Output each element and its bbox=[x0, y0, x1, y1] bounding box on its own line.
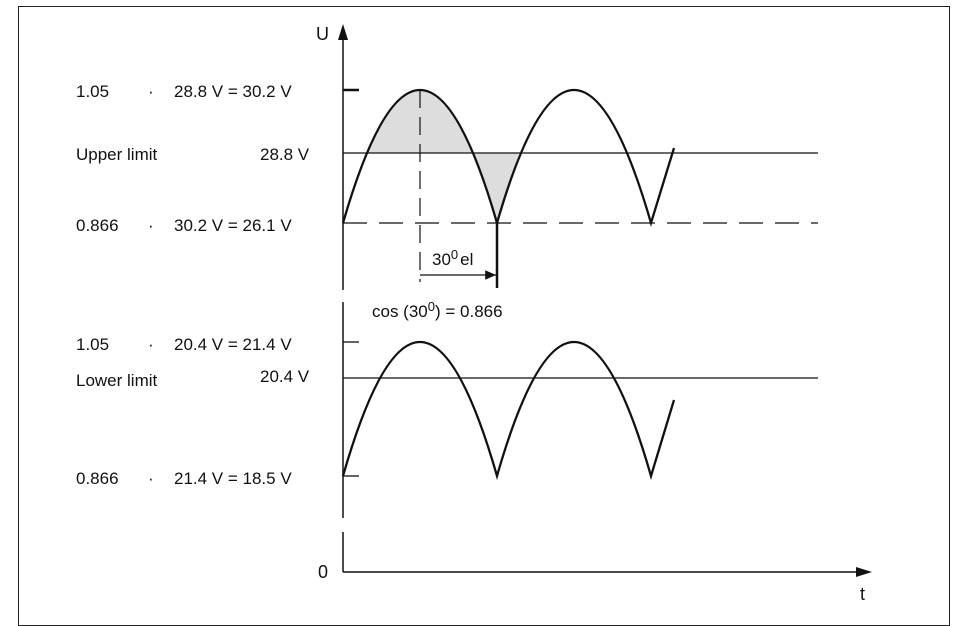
lower-trough-label-dot: · bbox=[148, 469, 154, 488]
lower-trough-label-rest: 21.4 V = 18.5 V bbox=[174, 469, 292, 488]
lower-peak-label-dot: · bbox=[148, 335, 154, 354]
y-axis-arrowhead bbox=[338, 24, 348, 40]
lower-trough-label-factor: 0.866 bbox=[76, 469, 119, 488]
upper-trough-label-dot: · bbox=[148, 216, 154, 235]
upper-peak-label-rest: 28.8 V = 30.2 V bbox=[174, 82, 292, 101]
lower-limit-value: 20.4 V bbox=[260, 367, 310, 386]
y-axis-label: U bbox=[316, 24, 329, 44]
upper-peak-label-factor: 1.05 bbox=[76, 82, 109, 101]
angle-label: 300 el bbox=[432, 247, 473, 269]
lower-waveform bbox=[341, 341, 676, 481]
zero-label: 0 bbox=[318, 562, 328, 582]
upper-trough-label-rest: 30.2 V = 26.1 V bbox=[174, 216, 292, 235]
upper-trough-label-factor: 0.866 bbox=[76, 216, 119, 235]
upper-peak-label-dot: · bbox=[148, 82, 154, 101]
lower-peak-label-rest: 20.4 V = 21.4 V bbox=[174, 335, 292, 354]
shaded-area-below-limit bbox=[474, 153, 519, 223]
lower-limit-name: Lower limit bbox=[76, 371, 158, 390]
upper-waveform bbox=[341, 89, 676, 228]
cos-label: cos (300) = 0.866 bbox=[372, 299, 503, 321]
upper-limit-name: Upper limit bbox=[76, 145, 158, 164]
x-axis-label: t bbox=[860, 584, 865, 604]
x-axis-arrowhead bbox=[856, 567, 872, 577]
upper-limit-value: 28.8 V bbox=[260, 145, 310, 164]
lower-peak-label-factor: 1.05 bbox=[76, 335, 109, 354]
